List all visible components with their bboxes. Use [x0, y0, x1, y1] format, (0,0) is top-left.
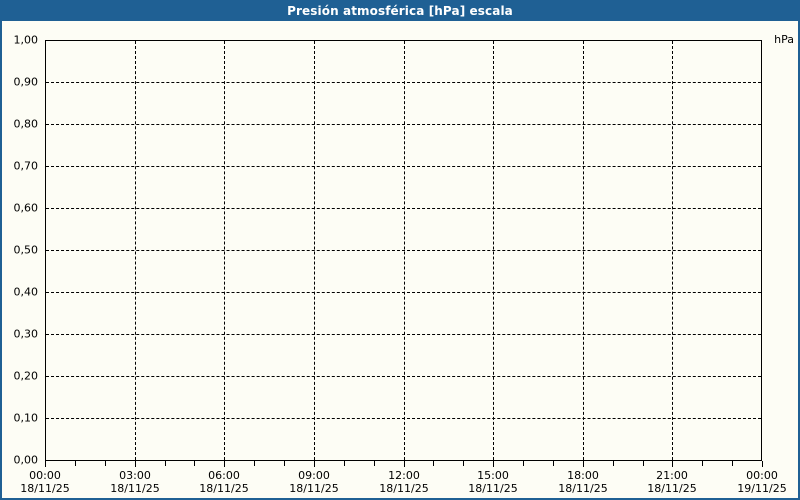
gridline-horizontal: [46, 250, 761, 251]
x-axis-minor-tick: [613, 461, 614, 466]
x-axis-major-tick: [135, 461, 136, 467]
x-axis-minor-tick: [105, 461, 106, 466]
x-axis-major-tick: [404, 461, 405, 467]
x-axis-major-tick: [224, 461, 225, 467]
x-axis-tick-time: 21:00: [656, 469, 688, 482]
x-axis-minor-tick: [344, 461, 345, 466]
gridline-horizontal: [46, 418, 761, 419]
x-axis-major-tick: [314, 461, 315, 467]
gridline-vertical: [314, 41, 315, 460]
y-axis-tick-labels: 1,00 0,90 0,80 0,70 0,60 0,50 0,40 0,30 0,20 0,10…: [2, 21, 42, 498]
y-axis-tick-label: 0,90: [13, 75, 39, 89]
x-axis-minor-tick: [284, 461, 285, 466]
x-axis-minor-tick: [165, 461, 166, 466]
x-axis-tick-date: 18/11/25: [110, 482, 160, 495]
x-axis-minor-tick: [194, 461, 195, 466]
page-title: Presión atmosférica [hPa] escala: [287, 3, 513, 18]
gridline-vertical: [583, 41, 584, 460]
gridline-vertical: [493, 41, 494, 460]
x-axis-minor-tick: [374, 461, 375, 466]
x-axis-tick-time: 00:00: [746, 469, 778, 482]
x-axis-tick-date: 18/11/25: [379, 482, 429, 495]
gridline-vertical: [672, 41, 673, 460]
x-axis-tick-label: 18:00 18/11/25: [558, 469, 607, 495]
gridline-vertical: [135, 41, 136, 460]
x-axis-tick-label: 12:00 18/11/25: [379, 469, 428, 495]
gridline-vertical: [224, 41, 225, 460]
y-axis-unit-label: hPa: [774, 33, 794, 46]
y-axis-tick-label: 0,30: [13, 327, 39, 341]
y-axis-tick-label: 0,50: [13, 243, 39, 257]
x-axis-major-tick: [672, 461, 673, 467]
x-axis-tick-date: 18/11/25: [558, 482, 608, 495]
y-axis-tick-label: 0,00: [13, 453, 39, 467]
plot-area: [45, 40, 762, 461]
x-axis-tick-label: 21:00 18/11/25: [647, 469, 696, 495]
y-axis-tick-label: 0,70: [13, 159, 39, 173]
x-axis-tick-date: 18/11/25: [468, 482, 518, 495]
x-axis-major-tick: [45, 461, 46, 467]
x-axis-tick-label: 06:00 18/11/25: [199, 469, 248, 495]
gridline-horizontal: [46, 124, 761, 125]
x-axis-tick-time: 00:00: [29, 469, 61, 482]
chart-canvas: hPa 1,00 0,90 0,80 0,70 0,60 0,50 0,40 0,30 0,20…: [2, 21, 798, 498]
y-axis-tick-label: 0,40: [13, 285, 39, 299]
x-axis-tick-time: 03:00: [119, 469, 151, 482]
y-axis-tick-label: 0,10: [13, 411, 39, 425]
x-axis-tick-date: 18/11/25: [199, 482, 249, 495]
x-axis-tick-time: 12:00: [388, 469, 420, 482]
x-axis-tick-date: 18/11/25: [289, 482, 339, 495]
x-axis-major-tick: [762, 461, 763, 467]
y-axis-tick-label: 0,20: [13, 369, 39, 383]
x-axis-tick-date: 18/11/25: [20, 482, 70, 495]
x-axis-major-tick: [493, 461, 494, 467]
gridline-horizontal: [46, 292, 761, 293]
gridline-horizontal: [46, 82, 761, 83]
gridline-horizontal: [46, 376, 761, 377]
x-axis-minor-tick: [523, 461, 524, 466]
y-axis-tick-label: 0,60: [13, 201, 39, 215]
window-titlebar: Presión atmosférica [hPa] escala: [2, 0, 798, 21]
x-axis-tick-time: 06:00: [208, 469, 240, 482]
x-axis-minor-tick: [643, 461, 644, 466]
x-axis-tick-label: 09:00 18/11/25: [289, 469, 338, 495]
x-axis-minor-tick: [732, 461, 733, 466]
x-axis-tick-date: 19/11/25: [737, 482, 787, 495]
x-axis-minor-tick: [702, 461, 703, 466]
gridline-horizontal: [46, 166, 761, 167]
x-axis-minor-tick: [553, 461, 554, 466]
gridline-horizontal: [46, 334, 761, 335]
x-axis-tick-date: 18/11/25: [647, 482, 697, 495]
x-axis-tick-time: 15:00: [477, 469, 509, 482]
x-axis-tick-label: 00:00 19/11/25: [737, 469, 786, 495]
x-axis-tick-label: 00:00 18/11/25: [20, 469, 69, 495]
x-axis-tick-time: 09:00: [298, 469, 330, 482]
x-axis-minor-tick: [463, 461, 464, 466]
x-axis-minor-tick: [254, 461, 255, 466]
x-axis-tick-time: 18:00: [567, 469, 599, 482]
x-axis-tick-label: 15:00 18/11/25: [468, 469, 517, 495]
gridline-horizontal: [46, 208, 761, 209]
x-axis-minor-tick: [75, 461, 76, 466]
y-axis-tick-label: 1,00: [13, 33, 39, 47]
gridline-vertical: [404, 41, 405, 460]
x-axis-tick-label: 03:00 18/11/25: [110, 469, 159, 495]
y-axis-tick-label: 0,80: [13, 117, 39, 131]
x-axis-major-tick: [583, 461, 584, 467]
x-axis-minor-tick: [433, 461, 434, 466]
